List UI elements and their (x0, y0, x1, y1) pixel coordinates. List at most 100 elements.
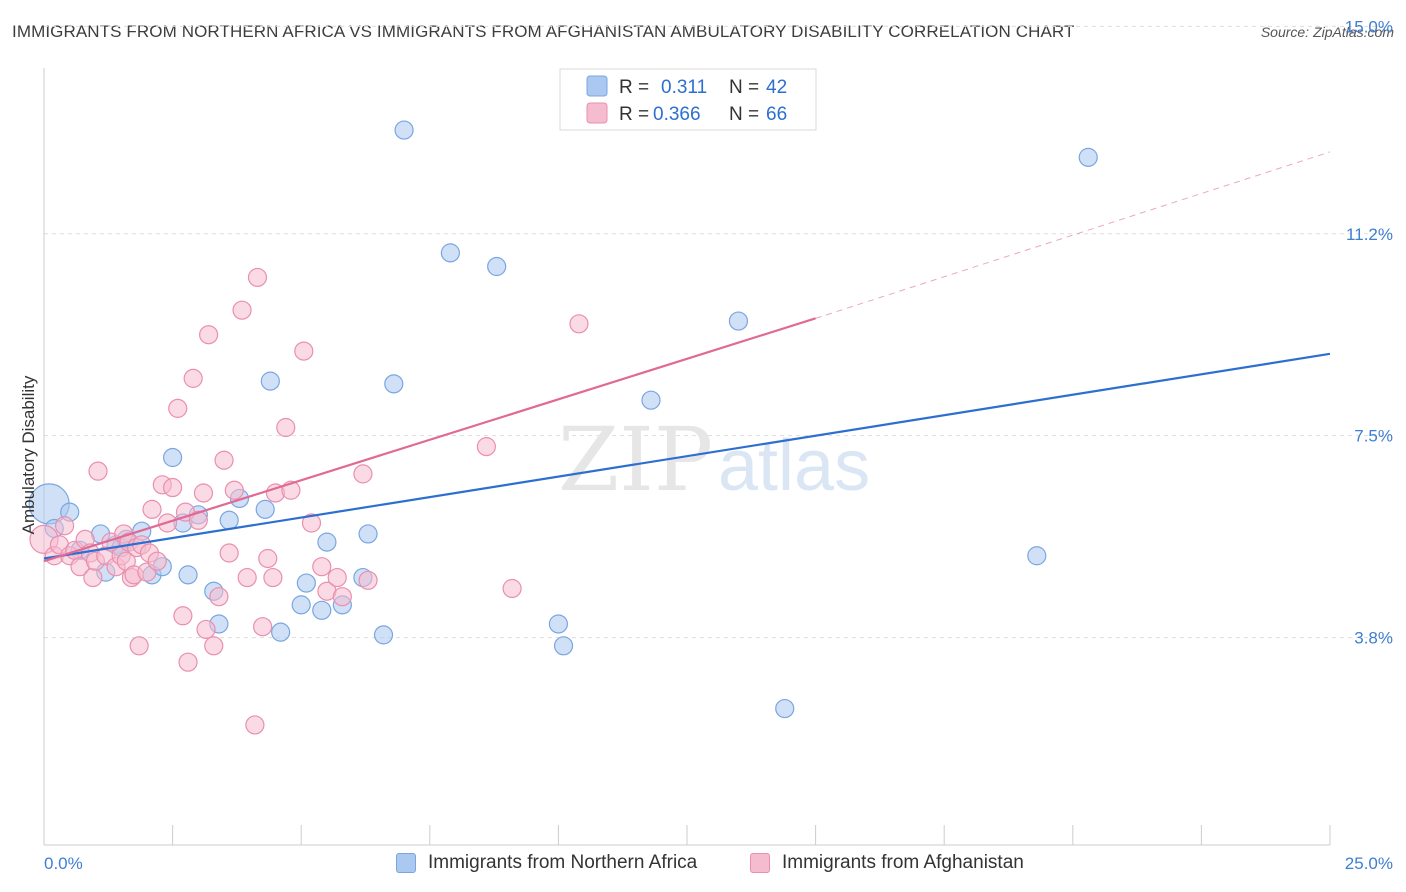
bottom-legend-label-blue: Immigrants from Northern Africa (428, 852, 698, 873)
legend-n-label-pink: N = (729, 104, 759, 125)
data-point-afghanistan (224, 480, 244, 500)
bottom-legend-item-afghanistan: Immigrants from Afghanistan (750, 852, 1024, 874)
data-point-northern-africa (1027, 546, 1047, 566)
data-point-afghanistan (353, 464, 373, 484)
data-point-afghanistan (178, 652, 198, 672)
data-point-northern-africa (296, 573, 316, 593)
data-point-northern-africa (548, 614, 569, 634)
y-axis-label: Ambulatory Disability (19, 375, 38, 534)
data-point-afghanistan (569, 314, 589, 334)
data-point-northern-africa (260, 371, 280, 391)
data-point-afghanistan (193, 483, 214, 503)
series-afghanistan-points (29, 267, 589, 735)
bottom-legend-label-pink: Immigrants from Afghanistan (782, 852, 1024, 873)
legend-box: R = 0.311 N = 42 R = 0.366 N = 66 (559, 68, 817, 131)
data-point-afghanistan (88, 461, 108, 481)
data-point-afghanistan (142, 499, 162, 519)
data-point-afghanistan (502, 578, 522, 599)
bottom-legend: Immigrants from Northern Africa Immigran… (0, 850, 1406, 880)
y-tick-label: 7.5% (1354, 427, 1393, 446)
legend-n-label-blue: N = (729, 77, 759, 98)
data-point-afghanistan (183, 368, 203, 388)
legend-r-value-blue: 0.311 (661, 77, 707, 98)
data-point-afghanistan (358, 570, 378, 590)
trendline-afghanistan (43, 317, 816, 563)
trendline-northern-africa (43, 352, 1331, 560)
x-tick-marks (172, 825, 1331, 845)
data-point-northern-africa (312, 600, 332, 620)
data-point-northern-africa (553, 636, 574, 656)
data-point-northern-africa (728, 311, 749, 331)
data-point-northern-africa (219, 510, 239, 530)
watermark-atlas: atlas (718, 426, 870, 506)
data-point-afghanistan (54, 516, 75, 536)
data-point-afghanistan (147, 551, 167, 571)
bottom-legend-swatch-pink (750, 853, 770, 873)
legend-r-label-pink: R = (619, 104, 649, 125)
gridlines (44, 25, 1393, 639)
data-point-afghanistan (188, 510, 208, 530)
data-point-northern-africa (384, 374, 404, 394)
data-point-northern-africa (178, 565, 198, 585)
legend-swatch-blue (586, 75, 608, 97)
legend-r-value-pink: 0.366 (653, 104, 701, 125)
data-point-northern-africa (487, 256, 507, 277)
y-tick-label: 11.2% (1346, 225, 1393, 244)
data-point-afghanistan (163, 477, 183, 498)
source-value: ZipAtlas.com (1313, 24, 1394, 40)
data-point-afghanistan (237, 567, 257, 588)
data-point-northern-africa (373, 625, 394, 645)
data-point-northern-africa (358, 524, 378, 544)
x-tick-label-max: 25.0% (1345, 854, 1393, 873)
y-tick-labels: 3.8% 7.5% 11.2% 15.0% (1345, 17, 1393, 647)
x-tick-label-min: 0.0% (44, 854, 83, 873)
data-point-afghanistan (294, 341, 314, 361)
data-point-northern-africa (1078, 147, 1098, 167)
data-point-northern-africa (775, 698, 795, 719)
legend-n-value-pink: 66 (766, 104, 787, 125)
bottom-legend-swatch-blue (396, 853, 416, 873)
source-attribution: Source: ZipAtlas.com (1261, 24, 1394, 40)
data-point-northern-africa (163, 447, 183, 468)
data-point-northern-africa (394, 120, 414, 140)
data-point-northern-africa (440, 243, 460, 263)
data-point-afghanistan (232, 300, 252, 320)
watermark: ZIP atlas (558, 408, 870, 511)
data-point-afghanistan (173, 606, 193, 626)
data-point-afghanistan (247, 267, 268, 288)
data-point-afghanistan (219, 543, 239, 563)
y-tick-label: 3.8% (1354, 629, 1393, 648)
trend-lines (43, 151, 1331, 563)
data-point-afghanistan (476, 437, 496, 457)
data-point-afghanistan (204, 636, 224, 656)
data-point-northern-africa (317, 532, 337, 552)
data-point-afghanistan (258, 548, 278, 569)
source-label: Source: (1260, 24, 1310, 40)
data-point-afghanistan (214, 450, 234, 470)
data-point-northern-africa (641, 390, 661, 410)
y-tick-label: 15.0% (1345, 17, 1393, 36)
data-point-afghanistan (245, 715, 265, 735)
data-point-northern-africa (255, 499, 275, 519)
data-point-afghanistan (253, 617, 273, 637)
data-point-afghanistan (83, 567, 103, 588)
data-point-afghanistan (129, 636, 149, 656)
bottom-legend-item-northern-africa: Immigrants from Northern Africa (396, 852, 697, 874)
data-point-northern-africa (291, 595, 311, 615)
watermark-zip: ZIP (558, 408, 713, 511)
data-point-afghanistan (199, 325, 219, 345)
data-point-afghanistan (312, 557, 332, 577)
data-point-northern-africa (271, 622, 291, 642)
legend-n-value-blue: 42 (766, 77, 787, 98)
data-point-afghanistan (332, 587, 352, 607)
trendline-afghanistan-extension (815, 151, 1331, 319)
data-point-afghanistan (276, 417, 296, 438)
data-point-afghanistan (263, 567, 283, 588)
legend-r-label-blue: R = (619, 77, 649, 98)
data-point-afghanistan (196, 619, 216, 640)
legend-swatch-pink (586, 102, 608, 124)
data-point-afghanistan (327, 567, 347, 588)
data-point-afghanistan (301, 513, 322, 533)
data-point-afghanistan (209, 587, 229, 607)
